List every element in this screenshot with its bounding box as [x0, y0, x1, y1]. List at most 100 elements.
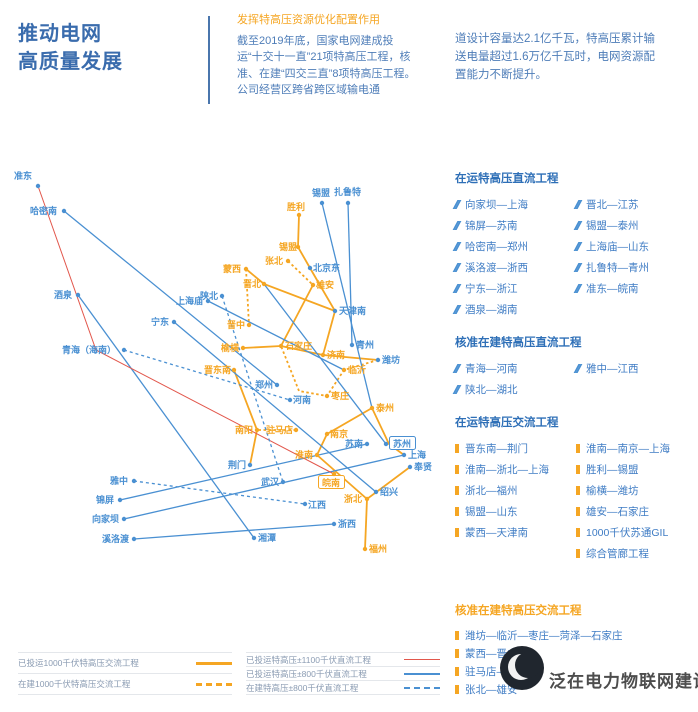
project-item-label: 晋东南—荆门 — [465, 443, 528, 455]
city-node-dot — [261, 281, 267, 287]
project-item-label: 锡盟—泰州 — [586, 220, 639, 232]
ac-tick-icon — [455, 444, 459, 453]
map-edge-dc-op — [119, 443, 368, 501]
city-label: 枣庄 — [330, 390, 349, 401]
map-edge-ac-uc — [287, 260, 314, 286]
city-node-dot — [251, 535, 257, 541]
city-label: 张北 — [265, 255, 283, 266]
ac-tick-icon — [576, 486, 580, 495]
map-edge-dc-op — [263, 283, 387, 445]
city-label: 南京 — [330, 428, 348, 439]
map-edge-ac-op — [280, 284, 314, 347]
map-edge-dc-uc — [133, 480, 306, 505]
city-node-dot — [240, 345, 246, 351]
city-label: 准东 — [14, 170, 32, 181]
project-item: 锡盟—山东 — [455, 501, 576, 522]
city-label: 溪洛渡 — [102, 533, 130, 544]
city-node-dot — [345, 200, 351, 206]
city-node-dot — [75, 292, 81, 298]
ac-tick-icon — [455, 666, 459, 676]
map-edge-dc-op — [77, 294, 255, 539]
city-node-dot — [307, 265, 313, 271]
ac-tick-icon — [455, 528, 459, 537]
project-item: 锡盟—泰州 — [573, 215, 697, 236]
map-edge-ac-op — [233, 369, 258, 466]
map-edge-dc-op — [207, 300, 345, 371]
map-edge-ac-op — [242, 345, 379, 361]
city-label: 驻马店 — [266, 424, 293, 435]
project-item-label: 陕北—湖北 — [465, 384, 518, 396]
ac-tick-icon — [455, 507, 459, 516]
legend-row: 在建特高压±800千伏直流工程 — [246, 681, 440, 695]
project-item-label: 浙北—福州 — [465, 485, 518, 497]
city-node-dot — [369, 405, 375, 411]
city-label: 哈密南 — [30, 205, 57, 216]
city-label: 奉贤 — [413, 461, 432, 472]
project-item-label: 哈密南—郑州 — [465, 241, 528, 253]
city-label: 临沂 — [348, 364, 366, 375]
city-node-dot — [131, 536, 137, 542]
project-section-title: 在运特高压交流工程 — [455, 417, 559, 429]
legend-swatch-dc-op — [404, 672, 440, 675]
project-section: 在运特高压直流工程 向家坝—上海 锦屏—苏南 哈密南—郑州 溪洛渡—浙西 宁东—浙江 酒泉—… — [452, 170, 697, 320]
legend-swatch-dc-1100 — [404, 659, 440, 660]
city-node-dot — [341, 367, 347, 373]
map-edge-dc-op — [133, 523, 335, 540]
city-node-dot — [364, 496, 370, 502]
city-node-dot — [324, 393, 330, 399]
city-node-dot — [295, 244, 301, 250]
ac-tick-icon — [455, 630, 459, 640]
city-label: 晋北 — [243, 278, 261, 289]
city-node-dot — [287, 397, 293, 403]
legend-row: 已投运1000千伏特高压交流工程 — [18, 653, 232, 674]
city-label: 郑州 — [255, 379, 273, 390]
intro-column-1: 发挥特高压资源优化配置作用 截至2019年底，国家电网建成投运“十交十一直”21… — [237, 12, 417, 99]
city-label: 锡盟 — [312, 187, 330, 198]
city-node-dot — [324, 431, 330, 437]
city-node-dot — [320, 352, 326, 358]
project-item-label: 扎鲁特—青州 — [586, 262, 649, 274]
project-item-label: 榆横—潍坊 — [586, 485, 639, 497]
ac-tick-icon — [576, 507, 580, 516]
map-edge-dc-op — [321, 202, 373, 409]
city-label: 晋东南 — [204, 364, 231, 375]
project-item: 锦屏—苏南 — [452, 215, 576, 236]
city-label: 浙北 — [344, 493, 362, 504]
city-label: 武汉 — [261, 476, 280, 487]
ac-tick-icon — [576, 549, 580, 558]
city-label: 扎鲁特 — [334, 186, 361, 197]
legend-label: 已投运1000千伏特高压交流工程 — [18, 658, 139, 668]
city-label: 锦屏 — [96, 494, 114, 505]
city-label: 河南 — [293, 394, 311, 405]
map-edge-dc-uc — [123, 349, 291, 401]
project-item-label: 雄安—石家庄 — [586, 506, 649, 518]
project-item: 晋东南—荆门 — [455, 438, 576, 459]
city-node-dot — [280, 479, 286, 485]
project-item: 晋北—江苏 — [573, 194, 697, 215]
project-item-label: 雅中—江西 — [586, 363, 639, 375]
map-edge-dc-op — [173, 321, 377, 493]
project-section-title: 核准在建特高压交流工程 — [455, 605, 582, 617]
legend-label: 已投运特高压±1100千伏直流工程 — [246, 654, 371, 665]
intro-heading: 发挥特高压资源优化配置作用 — [237, 14, 380, 26]
legend-row: 在建1000千伏特高压交流工程 — [18, 674, 232, 695]
page-title-line1: 推动电网 — [18, 23, 102, 45]
legend-column: 已投运1000千伏特高压交流工程在建1000千伏特高压交流工程 — [18, 652, 232, 695]
city-label: 向家坝 — [92, 513, 119, 524]
project-item: 向家坝—上海 — [452, 194, 576, 215]
city-node-dot — [219, 293, 225, 299]
city-node-dot — [121, 516, 127, 522]
city-node-dot — [319, 200, 325, 206]
watermark-logo-icon — [500, 646, 544, 690]
city-label: 上海庙 — [176, 295, 203, 306]
city-node-dot — [246, 322, 252, 328]
city-label: 青海（海南） — [62, 344, 116, 355]
legend-swatch-dc-uc — [404, 686, 440, 689]
project-item: 宁东—浙江 — [452, 278, 576, 299]
project-item: 张北—雄安 — [455, 680, 697, 698]
ac-tick-icon — [576, 528, 580, 537]
page-title: 推动电网 高质量发展 — [18, 20, 123, 76]
project-item: 浙北—福州 — [455, 480, 576, 501]
city-node-dot — [314, 452, 320, 458]
